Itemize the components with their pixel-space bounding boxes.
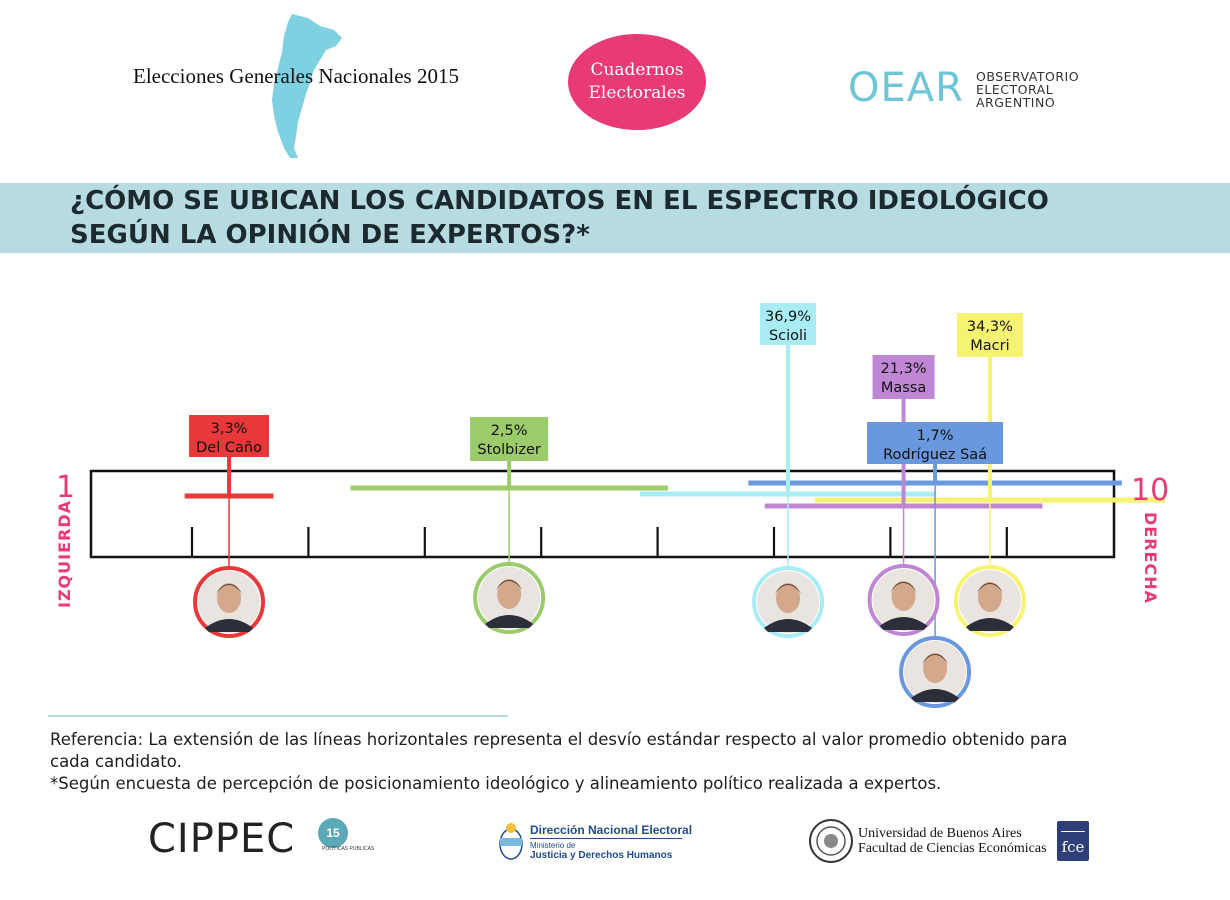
cippec-logo: CIPPEC	[148, 816, 296, 862]
candidate-pct: 1,7%	[917, 428, 954, 444]
candidate-photo	[193, 566, 266, 638]
argentina-shield-icon	[499, 823, 523, 860]
reference-note: Referencia: La extensión de las líneas h…	[50, 730, 1068, 771]
ideology-chart: 3,3% Del Caño 2,5% Stolbizer 36,9% Scioli 21,3…	[55, 303, 1169, 708]
candidate-label-box	[956, 313, 1023, 357]
title-line-1: ¿CÓMO SE UBICAN LOS CANDIDATOS EN EL ESP…	[70, 186, 1049, 216]
candidate-label-box	[872, 355, 935, 399]
title-band	[0, 183, 1230, 253]
election-title: Elecciones Generales Nacionales 2015	[133, 64, 459, 88]
cuadernos-electorales-badge: Cuadernos Electorales	[568, 34, 706, 130]
sd-bars	[184, 480, 1165, 509]
left-number: 1	[56, 470, 75, 505]
left-label: IZQUIERDA	[55, 500, 74, 608]
candidate-label-box	[867, 422, 1004, 464]
candidate-pct: 21,3%	[881, 361, 927, 377]
scale-ticks	[190, 527, 1008, 557]
candidate-name: Del Caño	[196, 440, 262, 456]
cippec-subtitle: POLÍTICAS PÚBLICAS	[322, 846, 375, 852]
oear-line-2: ELECTORAL	[976, 82, 1054, 97]
candidate-name: Scioli	[769, 328, 807, 344]
survey-note: *Según encuesta de percepción de posicio…	[50, 774, 942, 793]
footnote: Referencia: La extensión de las líneas h…	[50, 729, 1090, 795]
right-label: DERECHA	[1141, 512, 1160, 604]
candidate-labels: 3,3% Del Caño 2,5% Stolbizer 36,9% Scioli 21,3…	[189, 303, 1023, 464]
badge-line-1: Cuadernos	[590, 60, 684, 80]
candidate-photo	[867, 564, 940, 636]
candidate-label-box	[760, 303, 817, 345]
candidate-label-box	[470, 417, 549, 461]
oear-line-3: ARGENTINO	[976, 95, 1056, 110]
dne-divider	[530, 838, 682, 839]
dne-ministry-line-1: Ministerio de	[530, 841, 576, 850]
oear-logo: OEAR	[848, 65, 964, 111]
candidate-pct: 3,3%	[211, 421, 248, 437]
fce-text: fce	[1061, 838, 1085, 856]
argentina-map-icon	[272, 14, 342, 158]
uba-line-2: Facultad de Ciencias Económicas	[858, 841, 1047, 856]
candidate-pct: 2,5%	[491, 423, 528, 439]
candidate-pct: 36,9%	[765, 309, 811, 325]
oear-line-1: OBSERVATORIO	[976, 69, 1080, 84]
badge-line-2: Electorales	[588, 83, 686, 103]
candidate-name: Massa	[881, 380, 926, 396]
dne-title: Dirección Nacional Electoral	[530, 823, 693, 837]
candidate-photo	[899, 636, 972, 708]
reference-divider	[48, 715, 508, 717]
candidate-photos	[193, 562, 1026, 708]
candidate-photo	[473, 562, 546, 634]
uba-seal-icon	[809, 819, 853, 863]
fce-logo: fce	[1057, 821, 1089, 861]
candidate-name: Rodríguez Saá	[883, 447, 987, 463]
dne-ministry-line-2: Justicia y Derechos Humanos	[530, 850, 673, 861]
right-number: 10	[1131, 473, 1169, 508]
cippec-15-badge: 15	[318, 818, 348, 848]
oear-subtitle: OBSERVATORIO ELECTORAL ARGENTINO	[976, 70, 1079, 109]
candidate-name: Macri	[970, 338, 1009, 354]
candidate-photo	[953, 565, 1026, 637]
page-title: ¿CÓMO SE UBICAN LOS CANDIDATOS EN EL ESP…	[70, 184, 1049, 252]
uba-text: Universidad de Buenos Aires Facultad de …	[858, 826, 1047, 856]
uba-line-1: Universidad de Buenos Aires	[858, 826, 1022, 841]
candidate-pct: 34,3%	[967, 319, 1013, 335]
candidate-label-box	[189, 415, 270, 457]
scale-box	[89, 469, 1116, 559]
title-line-2: SEGÚN LA OPINIÓN DE EXPERTOS?*	[70, 220, 590, 250]
candidate-photo	[752, 566, 825, 638]
candidate-name: Stolbizer	[477, 442, 541, 458]
